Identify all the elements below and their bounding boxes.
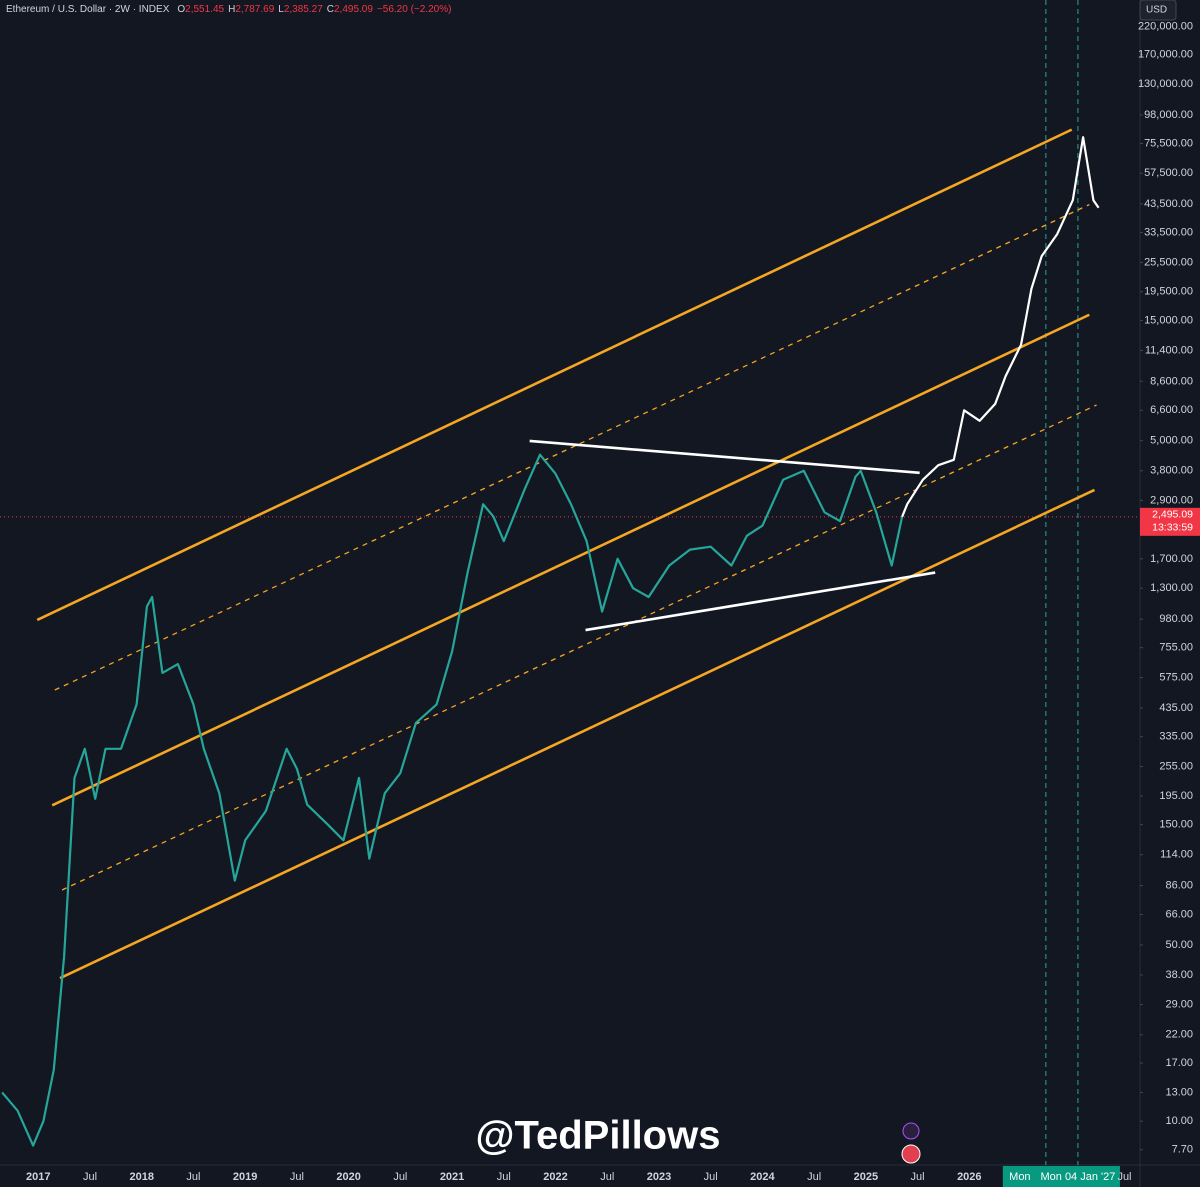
y-tick-label: 43,500.00 [1144, 198, 1193, 210]
y-tick-label: 7.70 [1172, 1144, 1193, 1156]
x-tick-label: 2018 [129, 1171, 153, 1183]
x-tick-label: 2019 [233, 1171, 257, 1183]
y-tick-label: 170,000.00 [1138, 49, 1193, 61]
countdown: 13:33:59 [1152, 522, 1193, 534]
trend-line [59, 488, 1096, 980]
marker-label: Mon [1009, 1171, 1030, 1183]
ohlc-label: L [278, 4, 284, 15]
x-tick-label: Jul [290, 1171, 304, 1183]
ohlc-label: H [228, 4, 235, 15]
ohlc-label: O [177, 4, 185, 15]
x-tick-label: Jul [911, 1171, 925, 1183]
currency-box[interactable] [1139, 0, 1177, 21]
y-tick-label: 75,500.00 [1144, 137, 1193, 149]
x-tick-label: Jul [600, 1171, 614, 1183]
y-tick-label: 8,600.00 [1150, 375, 1193, 387]
x-tick-label: Jul [497, 1171, 511, 1183]
y-tick-label: 195.00 [1159, 790, 1193, 802]
x-tick-label: 2026 [957, 1171, 981, 1183]
y-tick-label: 25,500.00 [1144, 256, 1193, 268]
y-tick-label: 66.00 [1165, 908, 1193, 920]
icon[interactable] [901, 1144, 921, 1164]
y-tick-label: 980.00 [1159, 613, 1193, 625]
y-tick-label: 17.00 [1165, 1057, 1193, 1069]
header: Ethereum / U.S. Dollar · 2W · INDEX O2,55… [6, 4, 451, 15]
y-tick-label: 38.00 [1165, 969, 1193, 981]
ohlc-value: 2,787.69 [235, 4, 274, 15]
ohlc-value: 2,385.27 [284, 4, 323, 15]
y-tick-label: 5,000.00 [1150, 435, 1193, 447]
currency: USD [1146, 5, 1167, 16]
x-tick-label: Jul [704, 1171, 718, 1183]
price-label-bg [1140, 507, 1200, 536]
x-tick-label: Jul [393, 1171, 407, 1183]
symbol: Ethereum / U.S. Dollar · 2W · INDEX [6, 4, 170, 15]
y-tick-label: 6,600.00 [1150, 404, 1193, 416]
icons [901, 1122, 921, 1164]
y-tick-label: 50.00 [1165, 939, 1193, 951]
icon[interactable] [902, 1122, 920, 1140]
price-line [901, 136, 1100, 518]
x-tick-label: 2024 [750, 1171, 775, 1183]
y-tick-label: 335.00 [1159, 731, 1193, 743]
trend-line [54, 204, 1090, 691]
y-tick-label: 22.00 [1165, 1029, 1193, 1041]
x-tick-label: Jul [83, 1171, 97, 1183]
ohlc-value: 2,495.09 [334, 4, 373, 15]
y-tick-label: 114.00 [1160, 849, 1193, 861]
y-tick-label: 435.00 [1159, 702, 1193, 714]
y-tick-label: 13.00 [1165, 1086, 1193, 1098]
price-label: 2,495.09 [1152, 509, 1193, 521]
y-tick-label: 220,000.00 [1138, 20, 1193, 32]
y-tick-label: 98,000.00 [1144, 109, 1193, 121]
y-tick-label: 575.00 [1159, 671, 1193, 683]
x-tick-label: 2025 [854, 1171, 878, 1183]
y-tick-label: 755.00 [1159, 642, 1193, 654]
x-tick-label: 2021 [440, 1171, 464, 1183]
trend-line [61, 404, 1097, 891]
y-tick-label: 86.00 [1165, 879, 1193, 891]
y-tick-label: 3,800.00 [1150, 465, 1193, 477]
trend-line [529, 439, 920, 475]
ohlc-label: C [327, 4, 334, 15]
change: −56.20 (−2.20%) [377, 4, 452, 15]
ohlc-value: 2,551.45 [185, 4, 224, 15]
header-text: Ethereum / U.S. Dollar · 2W · INDEX O2,55… [6, 4, 451, 15]
x-tick-label: 2020 [336, 1171, 360, 1183]
y-tick-label: 1,700.00 [1150, 553, 1193, 565]
x-tick-label: Jul [186, 1171, 200, 1183]
y-tick-label: 57,500.00 [1144, 167, 1193, 179]
x-tick-label: 2017 [26, 1171, 50, 1183]
y-tick-label: 29.00 [1165, 998, 1193, 1010]
y-tick-label: 1,300.00 [1150, 582, 1193, 594]
trend-line [36, 128, 1073, 622]
y-tick-label: 2,900.00 [1150, 494, 1193, 506]
trend-line [51, 313, 1090, 807]
x-tick-label: 2022 [543, 1171, 567, 1183]
watermark: @TedPillows [476, 1114, 721, 1158]
x-tick-label: Jul [807, 1171, 821, 1183]
x-tick-label: Jul [1117, 1171, 1131, 1183]
y-tick-label: 10.00 [1165, 1115, 1193, 1127]
time-highlight [1002, 1166, 1120, 1187]
y-tick-label: 255.00 [1159, 760, 1193, 772]
marker-label: Mon 04 Jan '27 [1040, 1171, 1115, 1183]
trend-line [585, 571, 936, 632]
y-tick-label: 130,000.00 [1138, 78, 1193, 90]
y-tick-label: 19,500.00 [1144, 286, 1193, 298]
y-tick-label: 150.00 [1159, 819, 1193, 831]
y-tick-label: 11,400.00 [1145, 344, 1193, 356]
x-tick-label: 2023 [647, 1171, 671, 1183]
y-tick-label: 15,000.00 [1144, 314, 1193, 326]
price-line [1, 453, 904, 1147]
y-tick-label: 33,500.00 [1144, 226, 1193, 238]
